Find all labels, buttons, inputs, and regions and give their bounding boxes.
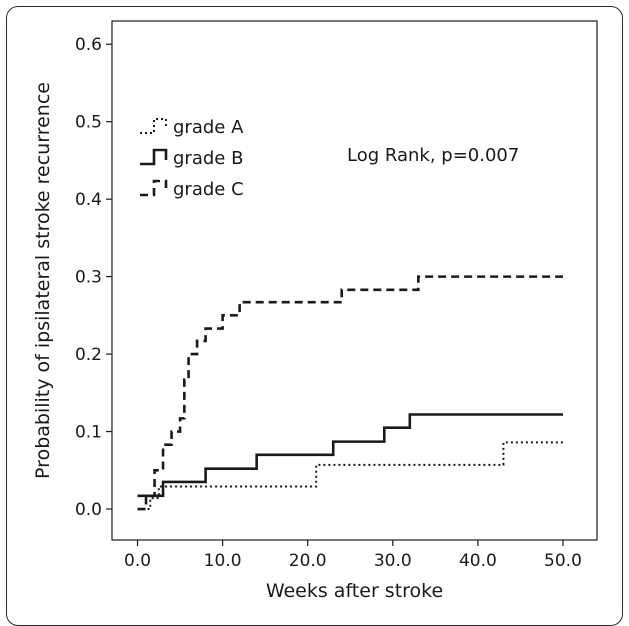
km-chart: 0.0 0.1 0.2 0.3 0.4 0.5 0.6 0.0 10.0 20.0 30.0 40.0… — [32, 20, 598, 602]
x-tick-label: 50.0 — [544, 551, 582, 571]
legend-label: grade B — [173, 148, 243, 169]
series-lines — [137, 275, 563, 511]
axis-ticks: 0.0 0.1 0.2 0.3 0.4 0.5 0.6 0.0 10.0 20.0 30.0 40.0… — [75, 35, 582, 571]
x-tick-label: 30.0 — [374, 551, 412, 571]
y-tick-label: 0.0 — [75, 500, 102, 520]
x-tick-label: 40.0 — [459, 551, 497, 571]
series-line-grade-a — [137, 441, 563, 511]
legend-item-grade-b: grade B — [140, 148, 243, 169]
legend-label: grade A — [173, 117, 244, 138]
plot-area — [111, 20, 598, 541]
x-axis-title: Weeks after stroke — [266, 580, 443, 602]
series-line-grade-c — [137, 275, 563, 511]
legend-item-grade-a: grade A — [140, 117, 244, 138]
y-tick-label: 0.2 — [75, 345, 102, 365]
x-tick-label: 20.0 — [289, 551, 327, 571]
plot-border — [111, 20, 598, 541]
x-tick-label: 10.0 — [204, 551, 242, 571]
legend-label: grade C — [173, 179, 244, 200]
legend-swatch — [140, 118, 167, 134]
y-axis-title: Probability of ipsilateral stroke recurr… — [32, 82, 54, 479]
y-tick-label: 0.1 — [75, 423, 102, 443]
y-tick-label: 0.4 — [75, 190, 102, 210]
x-tick-label: 0.0 — [124, 551, 151, 571]
log-rank-annotation: Log Rank, p=0.007 — [347, 145, 519, 166]
legend-swatch — [140, 179, 168, 197]
legend-item-grade-c: grade C — [140, 179, 244, 200]
legend: grade A grade B grade C — [140, 117, 244, 200]
series-line-grade-b — [137, 413, 563, 498]
y-tick-label: 0.5 — [75, 113, 102, 133]
legend-swatch — [140, 148, 168, 166]
y-tick-label: 0.3 — [75, 268, 102, 288]
y-tick-label: 0.6 — [75, 35, 102, 55]
